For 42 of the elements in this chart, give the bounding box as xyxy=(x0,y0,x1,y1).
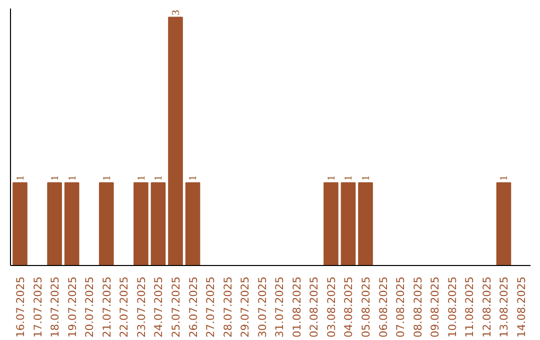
x-tick-label: 04.08.2025 xyxy=(342,276,356,338)
data-label: 1 xyxy=(361,175,372,181)
data-label: 3 xyxy=(170,10,182,16)
data-label: 1 xyxy=(102,175,113,181)
x-tick-label: 23.07.2025 xyxy=(134,276,148,338)
data-label: 1 xyxy=(50,175,62,181)
x-tick-label: 08.08.2025 xyxy=(411,276,424,338)
data-label: 1 xyxy=(16,175,26,181)
x-tick-label: 07.08.2025 xyxy=(394,276,408,338)
x-tick-label: 12.08.2025 xyxy=(480,276,494,338)
x-tick-label: 14.08.2025 xyxy=(515,276,528,338)
x-tick-label: 16.07.2025 xyxy=(14,276,27,338)
data-label: 1 xyxy=(188,175,200,181)
x-tick-label: 02.08.2025 xyxy=(308,276,321,338)
x-tick-label: 05.08.2025 xyxy=(360,276,373,338)
x-tick-label: 30.07.2025 xyxy=(256,276,269,338)
x-tick-label: 31.07.2025 xyxy=(273,276,286,338)
x-tick-label: 18.07.2025 xyxy=(48,276,62,338)
x-tick-label: 21.07.2025 xyxy=(100,276,114,338)
x-tick-label: 28.07.2025 xyxy=(221,276,234,338)
x-tick-label: 29.07.2025 xyxy=(238,276,252,338)
x-tick-label: 19.07.2025 xyxy=(66,276,79,338)
x-tick-label: 27.07.2025 xyxy=(204,276,218,338)
x-tick-label: 06.08.2025 xyxy=(376,276,390,338)
data-label: 1 xyxy=(136,175,148,181)
x-tick-label: 26.07.2025 xyxy=(186,276,200,338)
data-label: 1 xyxy=(326,175,338,181)
x-tick-label: 22.07.2025 xyxy=(118,276,131,338)
x-tick-label: 20.07.2025 xyxy=(83,276,96,338)
data-label: 1 xyxy=(154,175,165,181)
x-tick-label: 13.08.2025 xyxy=(498,276,511,338)
x-tick-label: 24.07.2025 xyxy=(152,276,166,338)
x-tick-label: 03.08.2025 xyxy=(324,276,338,338)
x-tick-label: 11.08.2025 xyxy=(463,276,476,338)
x-tick-label: 10.08.2025 xyxy=(446,276,459,338)
x-tick-label: 09.08.2025 xyxy=(428,276,442,338)
data-label: 1 xyxy=(344,175,355,181)
x-tick-label: 25.07.2025 xyxy=(169,276,182,338)
x-tick-label: 01.08.2025 xyxy=(290,276,304,338)
data-label: 1 xyxy=(499,175,510,181)
x-tick-label: 17.07.2025 xyxy=(31,276,44,338)
data-label: 1 xyxy=(67,175,78,181)
